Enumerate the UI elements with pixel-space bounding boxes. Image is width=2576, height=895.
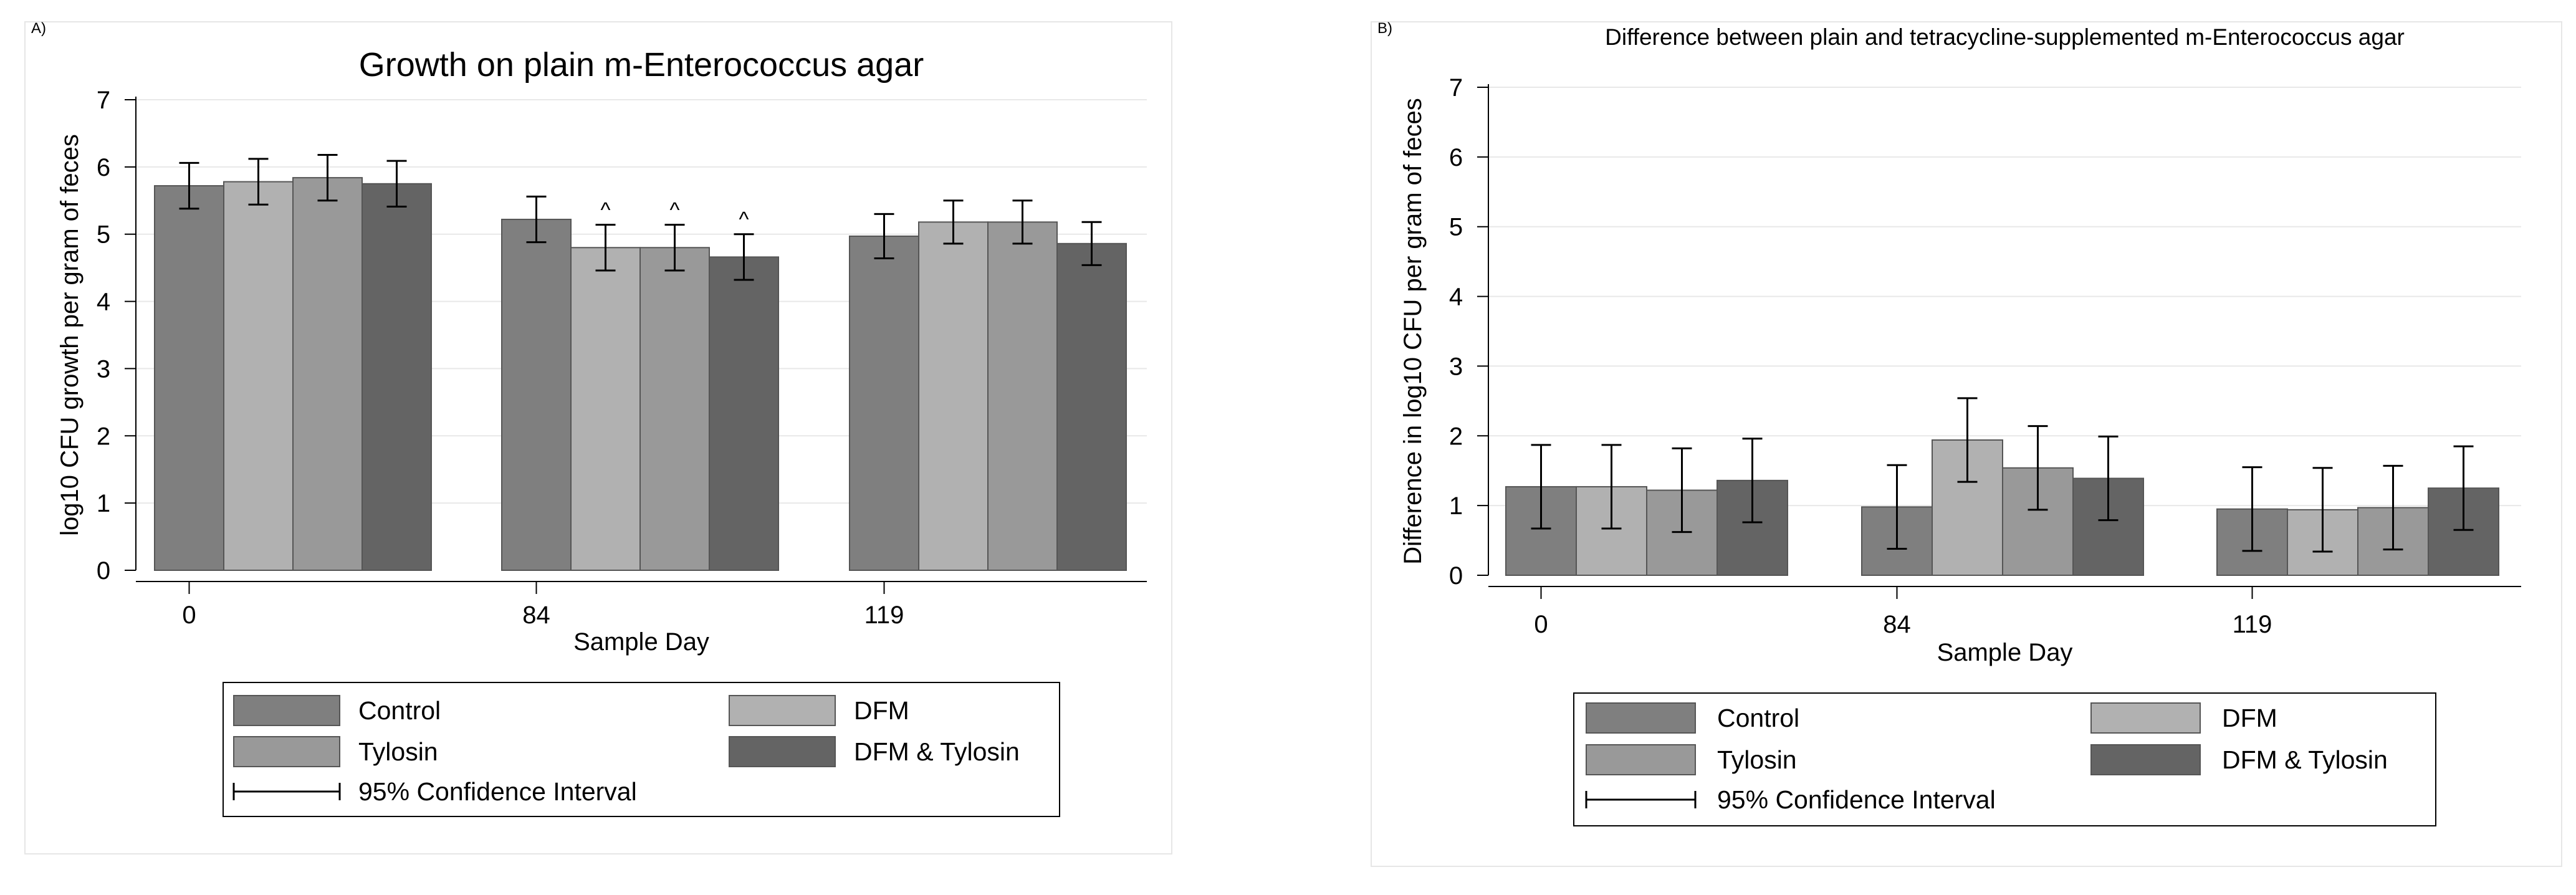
chart-title: Growth on plain m-Enterococcus agar: [359, 46, 924, 84]
bar-dfm: [223, 181, 294, 572]
legend-swatch: [1586, 702, 1696, 734]
panel-b: B) Difference between plain and tetracycl…: [1371, 20, 2562, 867]
legend-label: Tylosin: [358, 737, 438, 766]
legend-swatch: [233, 736, 340, 767]
x-tick-label: 0: [182, 601, 196, 629]
y-tick-label: 6: [1449, 144, 1463, 171]
legend-swatch: [1586, 744, 1696, 775]
y-tick-label: 3: [1449, 353, 1463, 380]
legend-box: [1573, 692, 2436, 826]
legend-swatch: [729, 695, 836, 726]
legend-item-ci: 95% Confidence Interval: [1585, 785, 1996, 814]
legend-swatch: [233, 695, 340, 726]
legend-item-control: Control: [233, 695, 441, 726]
legend-item-tylosin: Tylosin: [1586, 744, 1797, 775]
significance-marker: ^: [601, 199, 611, 223]
y-tick-label: 6: [97, 154, 110, 181]
x-tick-label: 0: [1534, 611, 1548, 638]
y-tick-label: 5: [97, 221, 110, 249]
y-axis-label: Difference in log10 CFU per gram of fece…: [1399, 98, 1427, 565]
legend-swatch: [729, 736, 836, 767]
legend-item-dfm: DFM: [2090, 702, 2277, 734]
y-axis-label: log10 CFU growth per gram of feces: [56, 134, 84, 536]
legend-label: DFM & Tylosin: [2222, 745, 2388, 774]
bar-dfm: [918, 221, 989, 571]
y-tick-label: 0: [97, 557, 110, 585]
legend-item-dfm: DFM: [729, 695, 909, 726]
legend: Control DFM Tylosin DFM & Tylosin 95% Confid…: [1573, 692, 2436, 826]
bar-control: [501, 218, 572, 571]
legend-item-control: Control: [1586, 702, 1799, 734]
legend-box: [223, 682, 1060, 817]
chart-title: Difference between plain and tetracyclin…: [1605, 24, 2405, 50]
x-axis-label: Sample Day: [573, 628, 709, 656]
legend-label: DFM: [2222, 704, 2277, 732]
legend-label: 95% Confidence Interval: [358, 777, 637, 806]
legend-swatch: [2090, 744, 2201, 775]
legend-label: Control: [358, 696, 441, 725]
legend-label: DFM: [854, 696, 909, 725]
x-tick-label: 84: [1883, 611, 1911, 638]
panel-label: B): [1377, 20, 1392, 37]
y-tick-label: 7: [97, 87, 110, 114]
y-tick-label: 4: [97, 289, 110, 316]
bar-dfm-and-tylosin: [2072, 477, 2144, 576]
legend-item-dfm-and-tylosin: DFM & Tylosin: [2090, 744, 2388, 775]
y-tick-label: 1: [1449, 492, 1463, 520]
bar-control: [154, 185, 224, 571]
y-tick-label: 1: [97, 490, 110, 517]
legend-label: Tylosin: [1717, 745, 1797, 774]
y-tick-label: 4: [1449, 284, 1463, 311]
legend-item-dfm-and-tylosin: DFM & Tylosin: [729, 736, 1020, 767]
y-tick-label: 5: [1449, 214, 1463, 241]
y-tick-label: 2: [1449, 423, 1463, 450]
legend-item-ci: 95% Confidence Interval: [232, 777, 637, 806]
bar-tylosin: [987, 221, 1058, 571]
significance-marker: ^: [739, 208, 749, 232]
x-tick-label: 119: [864, 601, 904, 629]
legend-swatch: [2090, 702, 2201, 734]
legend-label: DFM & Tylosin: [854, 737, 1020, 766]
x-axis-label: Sample Day: [1937, 639, 2073, 666]
x-tick-label: 119: [2233, 611, 2272, 638]
y-tick-label: 2: [97, 423, 110, 450]
panel-label: A): [31, 20, 46, 37]
y-tick-label: 0: [1449, 562, 1463, 590]
legend-label: 95% Confidence Interval: [1717, 785, 1996, 814]
bar-tylosin: [639, 247, 710, 571]
x-tick-label: 84: [522, 601, 550, 629]
legend-item-tylosin: Tylosin: [233, 736, 438, 767]
y-tick-label: 3: [97, 355, 110, 383]
bar-dfm: [570, 247, 641, 571]
bar-dfm-and-tylosin: [362, 183, 432, 572]
legend-label: Control: [1717, 704, 1799, 732]
bar-dfm-and-tylosin: [709, 256, 779, 571]
y-tick-label: 7: [1449, 74, 1463, 102]
significance-marker: ^: [670, 199, 680, 223]
bar-control: [849, 235, 919, 571]
bar-tylosin: [292, 177, 363, 572]
bar-dfm-and-tylosin: [1056, 242, 1127, 572]
legend: Control DFM Tylosin DFM & Tylosin 95% Confid…: [223, 682, 1060, 817]
panel-a: A) Growth on plain m-Enterococcus agar 0 1 2…: [24, 20, 1172, 854]
